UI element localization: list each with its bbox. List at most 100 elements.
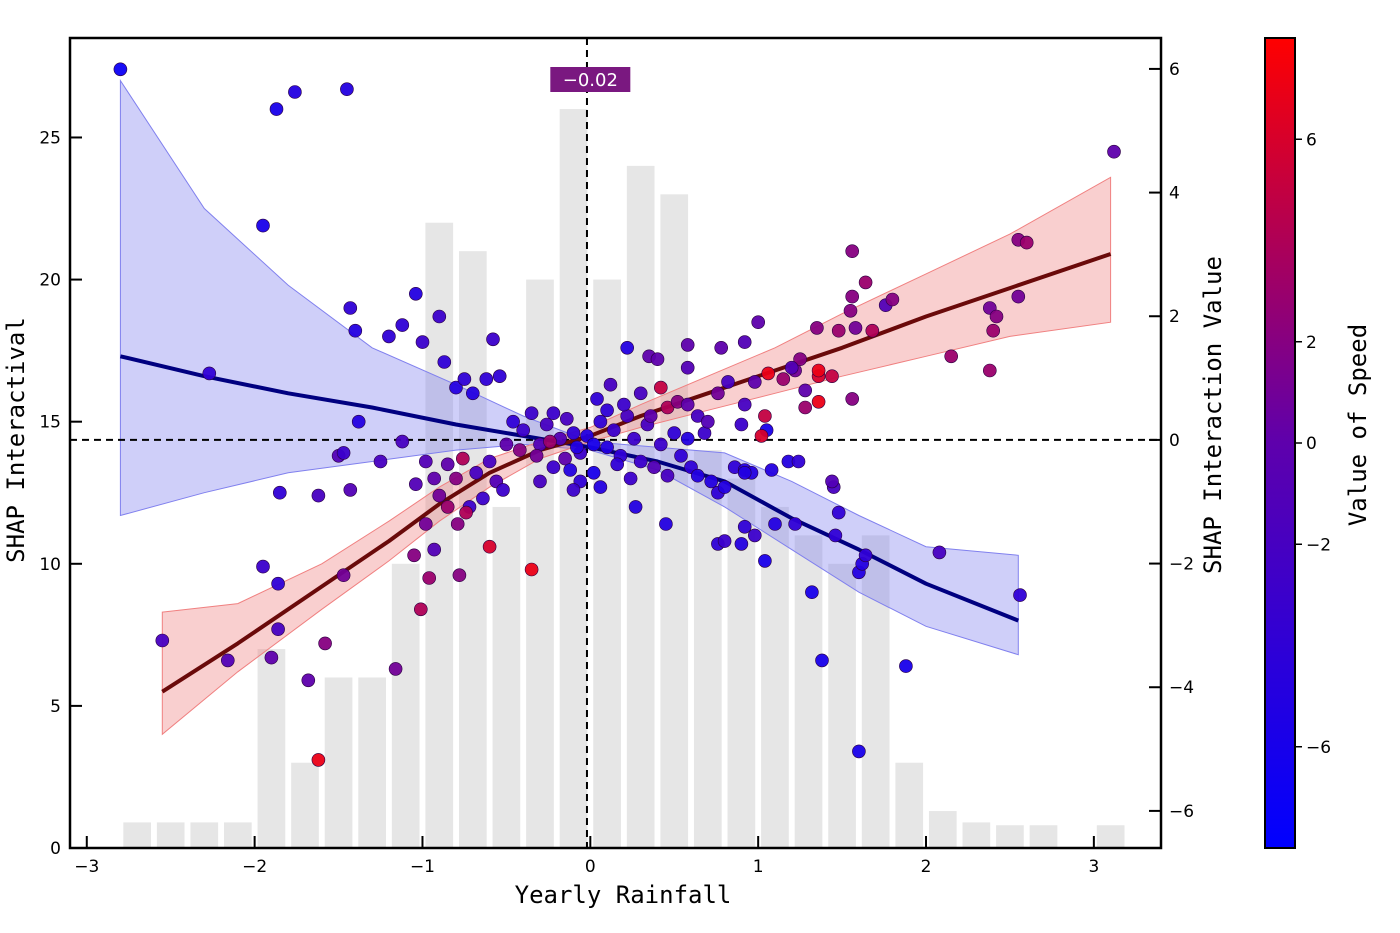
data-point (336, 446, 351, 460)
histogram-bar (492, 506, 521, 848)
data-point (311, 488, 326, 503)
data-point (407, 548, 421, 563)
data-point (422, 571, 437, 585)
data-point (659, 517, 673, 531)
data-point (845, 392, 860, 406)
data-point (680, 397, 695, 412)
histogram-bar (794, 535, 823, 848)
data-point (566, 483, 581, 497)
data-point (427, 471, 442, 486)
data-point (408, 477, 423, 492)
colorbar-gradient (1264, 37, 1296, 849)
data-point (559, 411, 574, 426)
annotation-box (550, 67, 631, 92)
data-point (221, 653, 235, 668)
data-point (418, 517, 433, 531)
histogram-bar (928, 811, 957, 848)
data-point (318, 636, 332, 651)
data-point (600, 440, 614, 455)
colorbar-tick-label: 0 (1306, 434, 1317, 454)
data-point (450, 517, 465, 531)
x-tick-label: −2 (242, 857, 267, 877)
data-point (469, 465, 484, 480)
colorbar-tick-label: −6 (1306, 738, 1331, 758)
data-point (593, 414, 608, 429)
data-point (811, 394, 826, 409)
data-point (610, 457, 625, 472)
data-point (533, 474, 547, 489)
data-point (264, 650, 279, 665)
data-point (776, 372, 791, 386)
data-point (343, 301, 358, 315)
data-point (754, 429, 769, 443)
data-point (865, 323, 880, 338)
data-point (271, 622, 285, 637)
data-point (543, 434, 557, 449)
x-tick-label: 2 (921, 857, 932, 877)
data-point (1013, 588, 1027, 602)
data-point (798, 400, 813, 415)
histogram (123, 109, 1125, 848)
data-point (586, 437, 601, 452)
data-point (828, 528, 843, 543)
data-point (566, 426, 581, 440)
histogram-bar (962, 822, 991, 848)
data-point (747, 528, 762, 543)
data-point (620, 340, 635, 355)
data-point (408, 286, 423, 301)
histogram-bar (190, 822, 219, 848)
histogram-bar (324, 677, 353, 848)
histogram-bar (996, 825, 1024, 848)
data-point (1107, 144, 1121, 159)
histogram-bar (1029, 825, 1058, 848)
histogram-bar (156, 822, 185, 848)
histogram-bar (358, 677, 386, 848)
data-point (986, 323, 1001, 338)
data-point (932, 545, 947, 560)
data-point (899, 659, 913, 673)
data-point (256, 559, 270, 574)
data-point (737, 335, 752, 349)
data-point (628, 500, 643, 514)
right-y-tick-label: −6 (1169, 802, 1194, 822)
data-point (848, 321, 863, 335)
right-y-tick-label: 4 (1169, 184, 1180, 204)
data-point (667, 426, 682, 440)
data-point (831, 505, 846, 520)
data-point (737, 397, 752, 412)
data-point (734, 417, 749, 432)
histogram-bar (1096, 825, 1125, 848)
data-point (432, 488, 447, 503)
data-point (761, 366, 776, 381)
data-point (700, 414, 715, 429)
plot-frame (68, 36, 1163, 850)
data-point (427, 542, 442, 557)
data-point (885, 292, 900, 307)
data-point (768, 517, 782, 531)
x-tick-label: 1 (753, 857, 764, 877)
data-point (256, 218, 270, 233)
data-point (301, 673, 316, 688)
data-point (697, 426, 712, 440)
data-point (627, 431, 641, 446)
left-y-tick-label: 5 (50, 697, 61, 717)
data-point (717, 534, 732, 548)
data-point (482, 539, 497, 554)
data-point (539, 417, 554, 432)
data-point (633, 454, 648, 469)
data-point (529, 448, 544, 463)
data-point (486, 332, 500, 347)
colorbar-tick-label: −2 (1306, 535, 1331, 555)
histogram-bar (861, 535, 890, 848)
data-point (751, 315, 766, 330)
data-point (288, 85, 302, 99)
data-point (415, 335, 430, 349)
right-y-tick-label: 0 (1169, 431, 1180, 451)
data-point (788, 517, 802, 531)
data-point (269, 102, 284, 116)
data-point (633, 386, 648, 401)
histogram-bar (458, 251, 487, 848)
data-point (479, 372, 494, 386)
x-tick-label: 0 (585, 857, 596, 877)
data-point (271, 576, 285, 591)
